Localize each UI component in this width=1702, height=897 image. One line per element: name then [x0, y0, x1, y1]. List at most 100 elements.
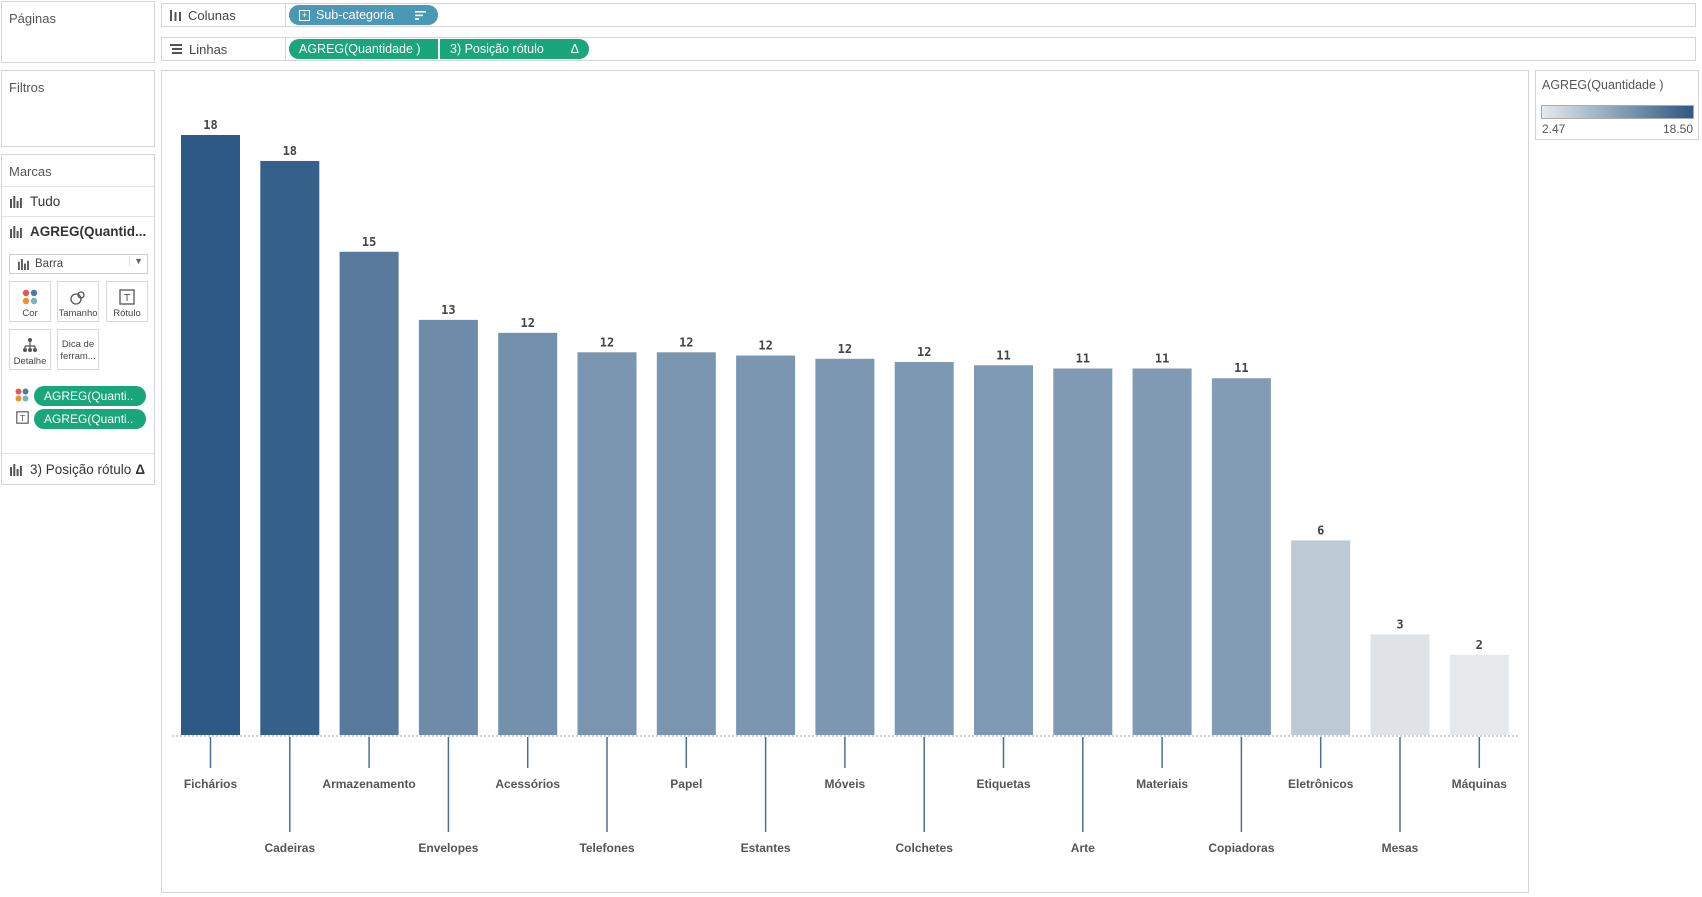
bar[interactable]	[974, 365, 1033, 735]
bar-value-label: 18	[283, 144, 297, 158]
svg-text:T: T	[123, 293, 131, 304]
bar-value-label: 15	[362, 235, 376, 249]
columns-icon	[170, 9, 181, 21]
category-label: Mesas	[1382, 841, 1419, 855]
svg-text:T: T	[19, 413, 25, 423]
columns-shelf[interactable]: Colunas + Sub-categoria	[161, 3, 1696, 27]
delta-icon: Δ	[135, 462, 146, 477]
category-label: Acessórios	[495, 777, 560, 791]
bar[interactable]	[418, 319, 478, 735]
label-position-pill[interactable]: 3) Posição rótulo Δ	[440, 39, 589, 59]
bar[interactable]	[577, 352, 637, 735]
sort-descending-icon	[415, 10, 426, 20]
size-button[interactable]: Tamanho	[57, 281, 99, 322]
bar[interactable]	[1449, 654, 1509, 735]
bar-value-label: 12	[758, 339, 772, 353]
bar[interactable]	[815, 358, 875, 735]
legend-gradient	[1541, 105, 1694, 119]
color-button-label: Cor	[22, 308, 38, 319]
marks-tab-all[interactable]: Tudo	[2, 186, 154, 216]
category-label: Telefones	[579, 841, 634, 855]
columns-shelf-label: Colunas	[162, 4, 286, 26]
bar[interactable]	[656, 352, 716, 735]
category-label: Máquinas	[1452, 777, 1508, 791]
bar-value-label: 6	[1317, 523, 1324, 537]
bar[interactable]	[1132, 368, 1192, 735]
bar-chart-icon	[18, 258, 29, 270]
bar-value-label: 12	[917, 345, 931, 359]
bar-value-label: 18	[203, 118, 217, 132]
bar[interactable]	[260, 160, 320, 736]
bar-value-label: 12	[838, 342, 852, 356]
subcategory-pill-label: Sub-categoria	[316, 8, 394, 22]
rows-icon	[170, 44, 182, 54]
detail-button[interactable]: Detalhe	[9, 329, 51, 370]
color-measure-pill[interactable]: AGREG(Quanti..	[34, 386, 146, 406]
label-button-label: Rótulo	[113, 308, 141, 319]
category-label: Armazenamento	[322, 777, 415, 791]
bar-value-label: 3	[1396, 617, 1403, 631]
category-label: Eletrônicos	[1288, 777, 1354, 791]
marks-tab-label-position-label: 3) Posição rótulo	[30, 462, 132, 477]
bar-chart-icon	[10, 225, 22, 238]
size-button-label: Tamanho	[58, 308, 98, 319]
expand-plus-icon: +	[299, 9, 310, 21]
bar[interactable]	[498, 332, 558, 735]
bar[interactable]	[339, 251, 399, 735]
bar-chart: 18 Fichários 18 Cadeiras 15 Armazenamento 13 En…	[172, 118, 1518, 855]
label-button[interactable]: T Rótulo	[106, 281, 148, 322]
category-label: Colchetes	[896, 841, 954, 855]
bar-chart-icon	[10, 195, 22, 208]
bar[interactable]	[1211, 378, 1271, 735]
color-button[interactable]: Cor	[9, 281, 51, 322]
delta-icon: Δ	[570, 42, 579, 56]
pages-title: Páginas	[9, 11, 56, 26]
category-label: Fichários	[184, 777, 238, 791]
marks-tab-measure-label: AGREG(Quantid...	[30, 224, 147, 239]
label-position-pill-text: 3) Posição rótulo	[450, 42, 544, 56]
quantity-measure-pill[interactable]: AGREG(Quantidade )	[289, 39, 438, 59]
mark-type-value: Barra	[35, 258, 64, 270]
chevron-down-icon: ▼	[129, 256, 143, 266]
marks-tab-measure[interactable]: AGREG(Quantid...	[2, 216, 154, 246]
bar-value-label: 13	[441, 303, 455, 317]
color-legend[interactable]: AGREG(Quantidade ) 2.47 18.50	[1535, 70, 1699, 140]
category-label: Estantes	[741, 841, 791, 855]
color-dots-icon	[22, 289, 38, 305]
color-dots-icon	[15, 388, 29, 402]
marks-tab-all-label: Tudo	[30, 194, 61, 209]
bar[interactable]	[1370, 634, 1430, 735]
category-label: Arte	[1071, 841, 1095, 855]
bar-value-label: 12	[679, 335, 693, 349]
rows-label-text: Linhas	[189, 41, 228, 57]
mark-type-dropdown[interactable]: Barra ▼	[9, 254, 148, 274]
legend-title: AGREG(Quantidade )	[1542, 78, 1664, 92]
category-label: Etiquetas	[976, 777, 1030, 791]
bar[interactable]	[894, 362, 954, 735]
bar[interactable]	[181, 135, 240, 735]
label-measure-pill[interactable]: AGREG(Quanti..	[34, 409, 146, 429]
text-label-icon: T	[119, 289, 135, 305]
bar-value-label: 11	[1234, 361, 1248, 375]
bar[interactable]	[1291, 540, 1351, 735]
detail-button-label: Detalhe	[13, 356, 47, 367]
bar-value-label: 2	[1476, 638, 1483, 652]
pages-card[interactable]: Páginas	[1, 1, 155, 63]
subcategory-pill[interactable]: + Sub-categoria	[289, 5, 438, 25]
chart-pane: 18 Fichários 18 Cadeiras 15 Armazenamento 13 En…	[161, 70, 1529, 893]
legend-max: 18.50	[1662, 122, 1693, 136]
bar-chart-icon	[10, 463, 22, 476]
detail-icon	[23, 338, 37, 352]
bar[interactable]	[736, 355, 796, 735]
bar[interactable]	[1053, 368, 1113, 735]
bar-value-label: 11	[1155, 352, 1169, 366]
marks-tab-label-position[interactable]: 3) Posição rótulo Δ	[2, 453, 154, 485]
bar-value-label: 12	[600, 335, 614, 349]
tooltip-button[interactable]: Dica de ferram...	[57, 329, 99, 370]
marks-card: Marcas Tudo AGREG(Quantid... Barra ▼ Cor…	[1, 154, 155, 485]
rows-shelf[interactable]: Linhas AGREG(Quantidade ) 3) Posição rót…	[161, 37, 1696, 61]
category-label: Envelopes	[418, 841, 478, 855]
filters-card[interactable]: Filtros	[1, 70, 155, 147]
rows-shelf-label: Linhas	[162, 38, 286, 60]
category-label: Móveis	[825, 777, 866, 791]
